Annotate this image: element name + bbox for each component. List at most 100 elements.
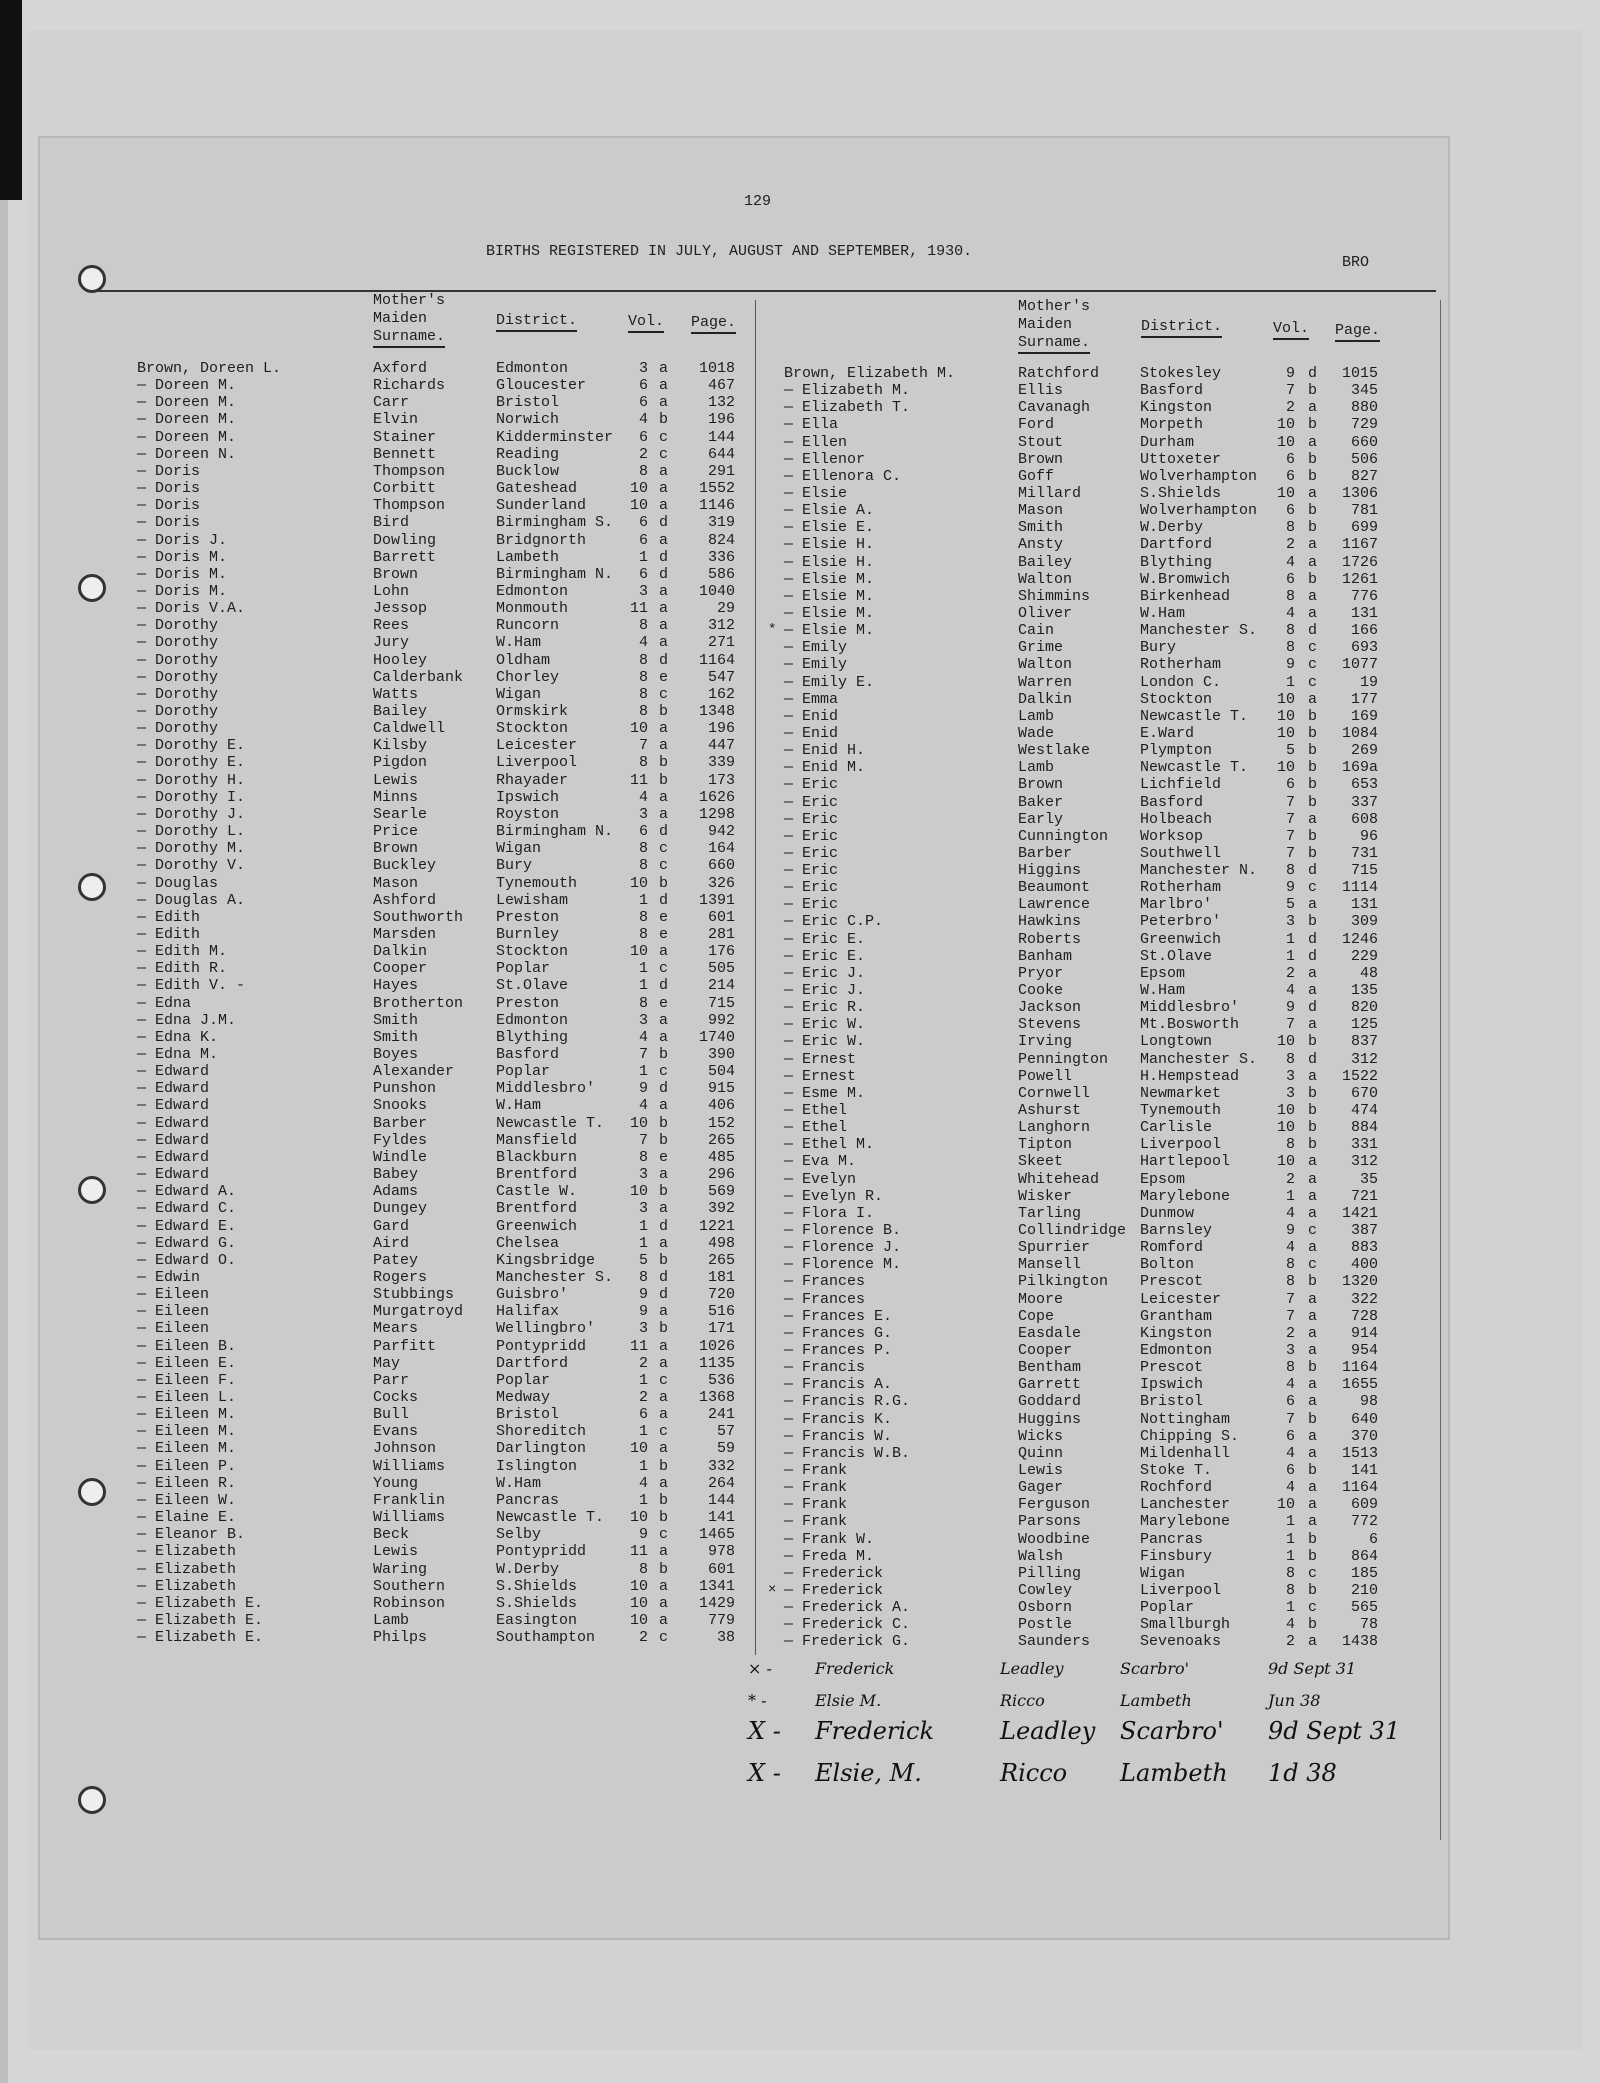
- register-entry: — Florence M. Mansell Bolton 8 c 400: [0, 1256, 1600, 1273]
- register-entry: — Edna Brotherton Preston 8 e 715: [0, 995, 1600, 1012]
- mother-maiden-surname: Dalkin: [373, 943, 428, 961]
- vol-letter: b: [1308, 707, 1318, 725]
- register-entry: — Eric W. Stevens Mt.Bosworth 7 a 125: [0, 1016, 1600, 1033]
- page-ref: 214: [707, 977, 735, 995]
- register-ref: Jun 38: [1268, 1691, 1321, 1710]
- mother-maiden-surname: Axford: [373, 360, 428, 377]
- child-name: — Frederick: [784, 1564, 884, 1582]
- register-entry: — Eileen Stubbings Guisbro' 9 d 720: [0, 1286, 1600, 1303]
- child-name: — Dorothy: [137, 685, 219, 703]
- vol-number: 1: [638, 1423, 648, 1441]
- mother-maiden-surname: Brown: [1018, 450, 1064, 468]
- vol-number: 2: [638, 1629, 648, 1647]
- vol-number: 3: [1285, 913, 1295, 931]
- vol-letter: c: [659, 685, 669, 703]
- child-name: — Eileen M.: [137, 1423, 237, 1441]
- register-ref: 1d 38: [1268, 1759, 1337, 1787]
- vol-number: 8: [1285, 1359, 1295, 1377]
- page-ref: 1320: [1341, 1273, 1378, 1291]
- vol-number: 11: [629, 1543, 648, 1561]
- district: Birmingham S.: [496, 514, 614, 532]
- child-name: — Ella: [784, 416, 839, 434]
- vol-number: 10: [1276, 690, 1295, 708]
- vol-number: 10: [1276, 1033, 1295, 1051]
- district: Wellingbro': [496, 1320, 596, 1338]
- vol-number: 2: [638, 1354, 648, 1372]
- binder-hole-icon: [78, 574, 106, 602]
- page-ref: 1626: [698, 788, 735, 806]
- district: Edmonton: [496, 582, 569, 600]
- vol-number: 6: [638, 1406, 648, 1424]
- district: Kingston: [1140, 1324, 1213, 1342]
- mother-maiden-surname: Carr: [373, 394, 410, 412]
- register-entry: — Elizabeth E. Robinson S.Shields 10 a 1429: [0, 1595, 1600, 1612]
- vol-number: 8: [638, 1268, 648, 1286]
- vol-letter: c: [1308, 879, 1318, 897]
- mother-maiden-surname: Gard: [373, 1217, 410, 1235]
- child-name: — Dorothy L.: [137, 823, 246, 841]
- page-ref: 1164: [1341, 1479, 1378, 1497]
- vol-letter: e: [659, 1148, 669, 1166]
- register-entry: — Doris J. Dowling Bridgnorth 6 a 824: [0, 532, 1600, 549]
- district: Leicester: [496, 737, 578, 755]
- register-entry: — Dorothy Caldwell Stockton 10 a 196: [0, 720, 1600, 737]
- vol-number: 11: [629, 1337, 648, 1355]
- child-name: — Dorothy J.: [137, 805, 246, 823]
- page-ref: 1421: [1341, 1204, 1378, 1222]
- vol-number: 8: [638, 925, 648, 943]
- vol-letter: d: [659, 548, 669, 566]
- register-entry: — Elizabeth E. Philps Southampton 2 c 38: [0, 1629, 1600, 1646]
- mother-maiden-surname: Bird: [373, 514, 410, 532]
- vol-letter: b: [1308, 759, 1318, 777]
- binder-hole-icon: [78, 873, 106, 901]
- register-entry: — Francis K. Huggins Nottingham 7 b 640: [0, 1411, 1600, 1428]
- district: Bristol: [1140, 1393, 1204, 1411]
- page-ref: 309: [1350, 913, 1378, 931]
- mother-maiden-surname: Brown: [373, 565, 419, 583]
- vol-letter: d: [659, 565, 669, 583]
- vol-number: 6: [1285, 1427, 1295, 1445]
- register-entry: — Francis W. Wicks Chipping S. 6 a 370: [0, 1428, 1600, 1445]
- vol-number: 3: [638, 805, 648, 823]
- vol-number: 10: [1276, 759, 1295, 777]
- district: Runcorn: [496, 617, 560, 635]
- child-name: — Eric W.: [784, 1016, 866, 1034]
- vol-number: 4: [1285, 1204, 1295, 1222]
- district: Stockton: [496, 943, 569, 961]
- register-entry: — Dorothy E. Pigdon Liverpool 8 b 339: [0, 754, 1600, 771]
- mother-maiden-surname: Banham: [1018, 947, 1073, 965]
- mother-maiden-surname: Garrett: [1018, 1376, 1082, 1394]
- page-ref: 78: [1359, 1616, 1378, 1634]
- vol-letter: a: [1308, 1393, 1318, 1411]
- page-ref: 504: [707, 1063, 735, 1081]
- register-entry: — Eileen B. Parfitt Pontypridd 11 a 1026: [0, 1338, 1600, 1355]
- vol-number: 8: [1285, 1581, 1295, 1599]
- entry-prefix: X -: [748, 1759, 781, 1787]
- page-ref: 164: [707, 840, 735, 858]
- vol-number: 4: [1285, 604, 1295, 622]
- vol-number: 10: [1276, 433, 1295, 451]
- binder-hole-icon: [78, 1176, 106, 1204]
- register-entry: — Douglas A. Ashford Lewisham 1 d 1391: [0, 892, 1600, 909]
- vol-number: 6: [1285, 1393, 1295, 1411]
- vol-letter: b: [659, 771, 669, 789]
- district: S.Shields: [496, 1577, 578, 1595]
- child-name: — Eileen: [137, 1286, 210, 1304]
- page-ref: 48: [1359, 964, 1378, 982]
- child-name: Elsie, M.: [815, 1759, 922, 1787]
- page-ref: 1513: [1341, 1444, 1378, 1462]
- register-entry: — Dorothy Rees Runcorn 8 a 312: [0, 617, 1600, 634]
- district: Chelsea: [496, 1234, 560, 1252]
- page-ref: 332: [707, 1457, 735, 1475]
- vol-letter: d: [659, 823, 669, 841]
- district: Norwich: [496, 411, 560, 429]
- register-entry: — Emily E. Warren London C. 1 c 19: [0, 674, 1600, 691]
- mother-maiden-surname: Walton: [1018, 570, 1073, 588]
- district: Kingsbridge: [496, 1251, 596, 1269]
- mother-maiden-surname: Bailey: [373, 703, 428, 720]
- register-entry: — Eric Brown Lichfield 6 b 653: [0, 776, 1600, 793]
- page-ref: 241: [707, 1406, 735, 1424]
- header-vol: Vol.: [1273, 320, 1310, 340]
- page-ref: 196: [707, 411, 735, 429]
- mother-maiden-surname: Thompson: [373, 462, 446, 480]
